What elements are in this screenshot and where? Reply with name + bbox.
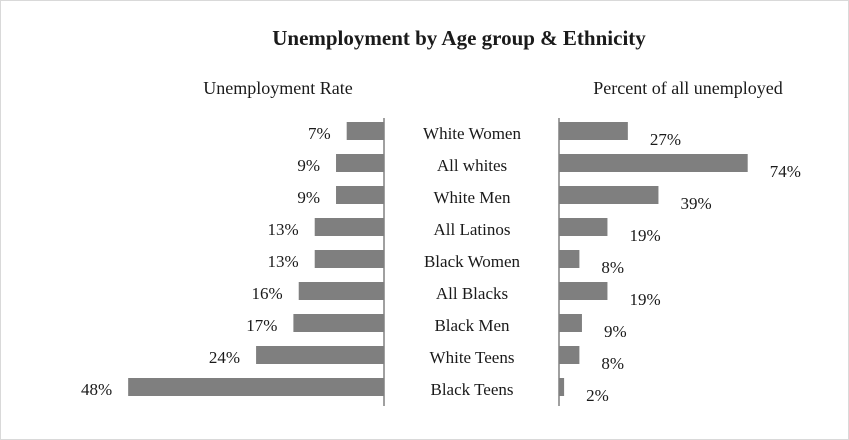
category-label: Black Teens — [431, 380, 514, 399]
bar-unemployment-rate — [346, 122, 384, 140]
data-label-unemployment-rate: 13% — [268, 220, 299, 239]
bar-percent-of-unemployed — [559, 250, 580, 268]
data-label-unemployment-rate: 16% — [252, 284, 283, 303]
data-label-unemployment-rate: 7% — [308, 124, 331, 143]
bar-percent-of-unemployed — [559, 346, 580, 364]
bar-unemployment-rate — [128, 378, 384, 396]
data-label-unemployment-rate: 17% — [246, 316, 277, 335]
category-label: All Blacks — [436, 284, 508, 303]
bar-percent-of-unemployed — [559, 186, 659, 204]
chart-marks: White Women 7% 27% All whites 9% 74% White Men… — [81, 122, 801, 405]
bar-unemployment-rate — [293, 314, 384, 332]
category-label: White Teens — [430, 348, 515, 367]
bar-unemployment-rate — [336, 186, 384, 204]
category-label: All whites — [437, 156, 507, 175]
data-label-unemployment-rate: 24% — [209, 348, 240, 367]
bar-percent-of-unemployed — [559, 154, 748, 172]
data-label-percent-of-unemployed: 9% — [604, 322, 627, 341]
data-label-percent-of-unemployed: 8% — [601, 354, 624, 373]
data-label-percent-of-unemployed: 74% — [770, 162, 801, 181]
category-label: Black Women — [424, 252, 521, 271]
category-label: White Women — [423, 124, 521, 143]
bar-unemployment-rate — [256, 346, 384, 364]
data-label-unemployment-rate: 9% — [297, 188, 320, 207]
data-label-unemployment-rate: 13% — [268, 252, 299, 271]
data-label-percent-of-unemployed: 2% — [586, 386, 609, 405]
data-label-percent-of-unemployed: 27% — [650, 130, 681, 149]
bar-percent-of-unemployed — [559, 378, 565, 396]
data-label-percent-of-unemployed: 39% — [680, 194, 711, 213]
bar-percent-of-unemployed — [559, 122, 628, 140]
bar-percent-of-unemployed — [559, 314, 582, 332]
bar-unemployment-rate — [314, 250, 384, 268]
bar-percent-of-unemployed — [559, 282, 608, 300]
category-label: White Men — [434, 188, 511, 207]
bar-unemployment-rate — [298, 282, 384, 300]
left-panel-title: Unemployment Rate — [203, 78, 352, 98]
data-label-unemployment-rate: 48% — [81, 380, 112, 399]
data-label-unemployment-rate: 9% — [297, 156, 320, 175]
category-label: All Latinos — [434, 220, 511, 239]
right-panel-title: Percent of all unemployed — [593, 78, 782, 98]
bar-unemployment-rate — [336, 154, 384, 172]
bar-unemployment-rate — [314, 218, 384, 236]
data-label-percent-of-unemployed: 19% — [629, 290, 660, 309]
data-label-percent-of-unemployed: 8% — [601, 258, 624, 277]
category-label: Black Men — [434, 316, 510, 335]
data-label-percent-of-unemployed: 19% — [629, 226, 660, 245]
bar-percent-of-unemployed — [559, 218, 608, 236]
chart-title: Unemployment by Age group & Ethnicity — [272, 26, 646, 50]
